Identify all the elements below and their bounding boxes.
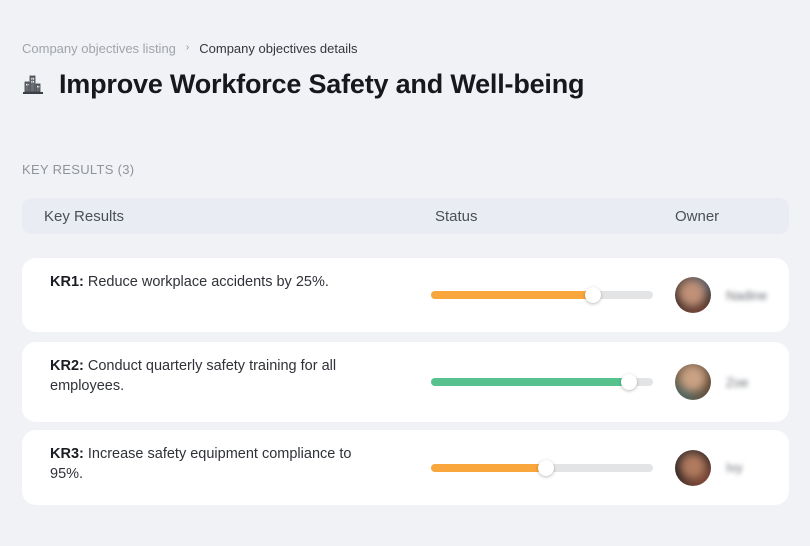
owner-name: Ivy — [726, 460, 743, 475]
kr1-status-cell — [409, 287, 653, 303]
kr3-progress-slider[interactable] — [431, 459, 653, 476]
page-title: Improve Workforce Safety and Well-being — [22, 69, 789, 99]
kr3-description: KR3: Increase safety equipment complianc… — [22, 430, 409, 505]
column-header-key-results: Key Results — [44, 207, 125, 225]
chevron-right-icon: › — [185, 42, 190, 53]
kr1-label: KR1: — [50, 274, 84, 290]
kr1-owner-cell: Nadine — [653, 277, 789, 313]
kr3-label: KR3: — [50, 446, 84, 462]
progress-fill — [431, 378, 629, 386]
kr2-label: KR2: — [50, 358, 84, 374]
breadcrumb-current-objectives-details: Company objectives details — [199, 41, 358, 56]
progress-thumb[interactable] — [620, 374, 637, 390]
city-buildings-icon — [22, 72, 46, 96]
progress-thumb[interactable] — [585, 287, 602, 303]
kr3-text: Increase safety equipment compliance to … — [50, 446, 352, 482]
breadcrumb-link-objectives-listing[interactable]: Company objectives listing — [22, 41, 176, 56]
owner-avatar — [675, 277, 711, 313]
breadcrumb: Company objectives listing › Company obj… — [22, 41, 789, 56]
column-header-owner: Owner — [675, 207, 720, 225]
progress-fill — [431, 291, 594, 299]
page: Company objectives listing › Company obj… — [0, 0, 810, 505]
key-result-row-kr1[interactable]: KR1: Reduce workplace accidents by 25%. … — [22, 258, 789, 332]
kr1-description: KR1: Reduce workplace accidents by 25%. — [22, 258, 409, 332]
kr3-owner-cell: Ivy — [653, 450, 789, 486]
kr2-owner-cell: Zoe — [653, 364, 789, 400]
progress-fill — [431, 463, 547, 472]
key-result-row-kr3[interactable]: KR3: Increase safety equipment complianc… — [22, 430, 789, 505]
key-results-list: KR1: Reduce workplace accidents by 25%. … — [22, 258, 789, 505]
table-header: Key Results Status Owner — [22, 198, 789, 234]
progress-thumb[interactable] — [538, 459, 555, 476]
owner-name: Nadine — [726, 287, 768, 303]
column-header-status: Status — [435, 207, 478, 225]
kr1-progress-slider[interactable] — [431, 287, 653, 303]
kr2-description: KR2: Conduct quarterly safety training f… — [22, 342, 409, 422]
kr2-progress-slider[interactable] — [431, 374, 653, 390]
owner-name: Zoe — [726, 374, 749, 390]
owner-avatar — [675, 450, 711, 486]
key-results-section-label: KEY RESULTS (3) — [22, 162, 135, 177]
kr1-text: Reduce workplace accidents by 25%. — [87, 274, 329, 290]
kr2-status-cell — [409, 374, 653, 390]
kr2-text: Conduct quarterly safety training for al… — [50, 358, 337, 394]
kr3-status-cell — [409, 459, 653, 476]
owner-avatar — [675, 364, 711, 400]
key-result-row-kr2[interactable]: KR2: Conduct quarterly safety training f… — [22, 342, 789, 422]
page-title-text: Improve Workforce Safety and Well-being — [59, 69, 585, 99]
